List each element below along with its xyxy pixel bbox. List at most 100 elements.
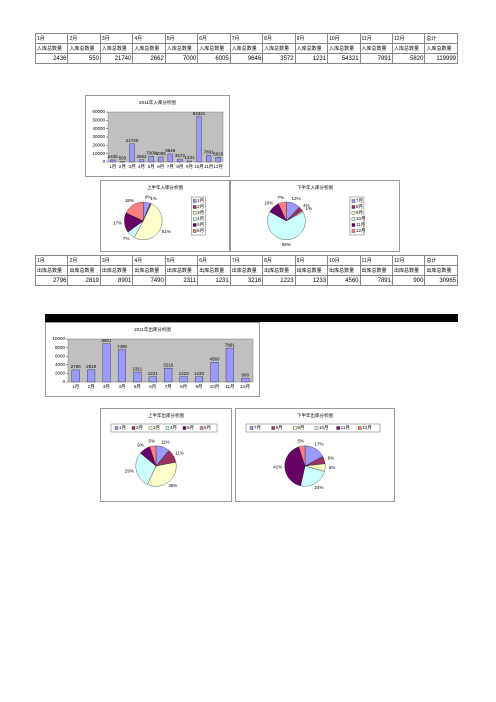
table-cell: 2436 bbox=[34, 53, 69, 64]
data-label: 5% bbox=[297, 438, 304, 443]
pie-slice bbox=[147, 462, 177, 487]
table-cell: 出库总数量 bbox=[99, 265, 134, 276]
legend-swatch bbox=[193, 211, 197, 215]
legend-label: 10月 bbox=[356, 216, 366, 222]
x-tick-label: 2月 bbox=[88, 384, 95, 390]
y-tick-label: 20000 bbox=[92, 143, 105, 148]
table-cell: 7891 bbox=[359, 53, 393, 64]
table-cell: 10月 bbox=[327, 33, 361, 44]
table-cell: 8月 bbox=[262, 255, 296, 266]
data-label: 8901 bbox=[102, 338, 113, 343]
bar bbox=[186, 160, 193, 163]
table-cell: 6月 bbox=[197, 33, 231, 44]
legend-box bbox=[349, 196, 365, 236]
legend-swatch bbox=[193, 229, 197, 233]
data-label: 29% bbox=[125, 469, 134, 474]
data-label: 9646 bbox=[165, 148, 176, 153]
legend-swatch bbox=[131, 426, 136, 430]
legend-label: 8月 bbox=[356, 204, 363, 210]
pie-slice bbox=[135, 452, 157, 485]
table-cell: 入库总数量 bbox=[99, 43, 134, 54]
table-cell: 出库总数量 bbox=[391, 265, 426, 276]
y-tick-label: 10000 bbox=[52, 336, 65, 341]
table-row: 入库总数量 入库总数量 入库总数量 入库总数量 入库总数量 入库总数量 入库总数量 入库总数量… bbox=[34, 43, 458, 54]
legend-swatch bbox=[193, 199, 197, 203]
bar bbox=[241, 377, 250, 383]
table-cell: 5月 bbox=[164, 255, 199, 266]
table-row: 出库总数量 出库总数量 出库总数量 出库总数量 出库总数量 出库总数量 出库总数量 出库总数量… bbox=[34, 265, 458, 276]
table-cell: 2819 bbox=[67, 275, 101, 286]
data-label: 6% bbox=[328, 456, 335, 461]
pie-slice bbox=[278, 201, 287, 221]
table-cell: 5820 bbox=[391, 53, 426, 64]
table-cell: 2662 bbox=[132, 53, 166, 64]
table-cell: 出库总数量 bbox=[164, 265, 199, 276]
legend-label: 4月 bbox=[170, 425, 177, 431]
table-cell: 7月 bbox=[229, 33, 264, 44]
pie-slice bbox=[149, 445, 157, 467]
data-label: 3216 bbox=[163, 362, 174, 367]
legend-label: 9月 bbox=[297, 425, 304, 431]
x-tick-label: 8月 bbox=[180, 384, 187, 390]
x-tick-label: 10月 bbox=[210, 384, 220, 390]
table-cell: 出库总数量 bbox=[424, 265, 458, 276]
data-label: 51% bbox=[162, 229, 171, 234]
x-tick-label: 6月 bbox=[157, 164, 164, 170]
y-tick-label: 30000 bbox=[92, 134, 105, 139]
bar bbox=[167, 153, 173, 163]
legend-box bbox=[245, 423, 381, 433]
table-cell: 1231 bbox=[294, 53, 329, 64]
table-cell: 1233 bbox=[294, 275, 329, 286]
bar bbox=[133, 371, 142, 383]
legend-label: 1月 bbox=[197, 198, 204, 204]
bar bbox=[177, 158, 183, 163]
table-cell: 10月 bbox=[327, 255, 361, 266]
table-cell: 6005 bbox=[197, 53, 231, 64]
table-cell: 2月 bbox=[67, 255, 101, 266]
chart-title: 下半年入库分析图 bbox=[297, 184, 333, 191]
legend-swatch bbox=[351, 223, 356, 227]
table-cell: 2311 bbox=[164, 275, 199, 286]
table-cell: 9月 bbox=[294, 255, 329, 266]
data-label: 11% bbox=[175, 450, 184, 455]
table-cell: 1223 bbox=[262, 275, 296, 286]
y-tick-label: 6000 bbox=[55, 353, 66, 358]
x-tick-label: 2月 bbox=[119, 164, 126, 170]
data-label: 550 bbox=[119, 156, 127, 161]
legend-label: 4月 bbox=[197, 216, 204, 222]
chart-box: 2011年入库分析图 0 10000 20000 30000 40000 50000 6000… bbox=[85, 95, 230, 177]
bar bbox=[195, 376, 204, 383]
table-cell: 入库总数量 bbox=[359, 43, 393, 54]
chart-title: 2011年出库分析图 bbox=[134, 326, 171, 333]
bar bbox=[215, 157, 221, 163]
table-cell: 11月 bbox=[359, 255, 393, 266]
data-label: 1231 bbox=[148, 371, 159, 376]
table-cell: 11月 bbox=[359, 33, 393, 44]
table-cell: 入库总数量 bbox=[34, 43, 69, 54]
table-cell: 入库总数量 bbox=[197, 43, 231, 54]
table-cell: 出库总数量 bbox=[197, 265, 231, 276]
legend-label: 11月 bbox=[356, 222, 365, 228]
data-label: 11% bbox=[161, 439, 170, 444]
legend-label: 3月 bbox=[197, 210, 204, 216]
data-label: 2436 bbox=[108, 154, 119, 159]
data-label: 7891 bbox=[225, 342, 236, 347]
data-label: 5820 bbox=[213, 151, 224, 156]
table-cell: 4月 bbox=[132, 255, 166, 266]
legend-label: 9月 bbox=[356, 210, 363, 216]
chart-box: 上半年入库分析图 6% 1% 51% 7% 17% 18% 1月 2月 3月 4月 5月 6月 bbox=[100, 180, 230, 252]
table-cell: 6月 bbox=[197, 255, 231, 266]
y-tick-label: 4000 bbox=[55, 362, 66, 367]
table-cell: 入库总数量 bbox=[229, 43, 264, 54]
bar bbox=[129, 143, 135, 163]
table-cell: 1月 bbox=[34, 255, 69, 266]
table-cell: 2月 bbox=[67, 33, 101, 44]
data-label: 7% bbox=[123, 236, 130, 241]
table-cell: 30965 bbox=[424, 275, 458, 286]
chart-box: 2011年出库分析图 0 2000 4000 6000 8000 10000 2796 1月 28… bbox=[45, 322, 260, 397]
data-label: 1% bbox=[150, 196, 157, 201]
data-label: 24% bbox=[314, 485, 323, 490]
bar bbox=[87, 369, 96, 383]
table-cell: 出库总数量 bbox=[132, 265, 166, 276]
